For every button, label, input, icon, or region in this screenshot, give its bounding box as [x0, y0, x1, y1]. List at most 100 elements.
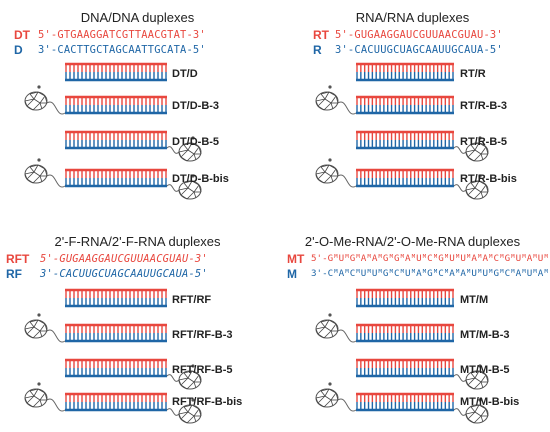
linker-right — [166, 374, 180, 382]
cage-bond — [315, 328, 319, 335]
cage-bond — [478, 370, 487, 376]
cage-bond — [330, 323, 337, 332]
bottom-strand-label: R — [313, 43, 322, 57]
duplex-label: DT/D-B-3 — [172, 100, 220, 112]
cage-bond — [24, 173, 28, 180]
cage-bond — [29, 319, 39, 323]
cage-bond — [44, 168, 48, 177]
carborane-cage-right — [178, 398, 202, 424]
cage-bond — [315, 98, 326, 102]
cage-bond — [183, 182, 189, 189]
cage-bond — [470, 182, 476, 189]
cage-bond — [178, 377, 189, 381]
cage-bond — [187, 187, 195, 193]
cage-atom — [328, 313, 332, 317]
cage-bond — [328, 91, 337, 97]
carborane-cage-left — [315, 85, 339, 111]
duplex-diagrams — [315, 288, 489, 424]
cage-bond — [315, 397, 319, 404]
cage-bond — [26, 402, 34, 408]
cage-bond — [178, 151, 182, 158]
cage-bond — [183, 372, 189, 379]
bottom-strand-sequence: 3'-CACUUGCUAGCAAUUGCAUA-5' — [335, 44, 503, 56]
cage-bond — [186, 153, 195, 162]
duplex-label: RFT/RF — [172, 294, 212, 306]
duplex-label: RFT/RF-B-3 — [172, 329, 233, 341]
cage-bond — [26, 326, 35, 335]
cage-bond — [474, 411, 482, 417]
cage-bond — [324, 171, 332, 177]
duplex-diagrams — [24, 62, 202, 200]
cage-bond — [180, 418, 188, 424]
duplex-1 — [65, 323, 167, 343]
duplex-label: RFT/RF-B-bis — [172, 396, 243, 408]
cage-bond — [178, 187, 189, 191]
cage-bond — [467, 156, 475, 162]
cage-bond — [39, 168, 46, 177]
cage-bond — [33, 395, 41, 401]
cage-bond — [317, 98, 326, 107]
cage-bond — [29, 164, 39, 168]
cage-bond — [317, 178, 325, 184]
duplex-label: MT/M — [460, 294, 489, 306]
cage-bond — [465, 379, 469, 386]
cage-bond — [37, 388, 46, 394]
cage-bond — [324, 326, 332, 332]
cage-bond — [187, 142, 193, 151]
cage-bond — [187, 149, 195, 155]
duplex-3 — [356, 392, 454, 412]
duplex-2 — [65, 358, 167, 378]
cage-bond — [328, 388, 337, 394]
cage-atom — [478, 174, 482, 178]
cage-bond — [33, 319, 39, 328]
cage-bond — [193, 191, 197, 199]
cage-bond — [330, 330, 334, 338]
cage-bond — [180, 411, 189, 420]
cage-bond — [320, 390, 326, 397]
cage-bond — [198, 374, 202, 383]
cage-bond — [180, 149, 189, 158]
duplex-3 — [65, 392, 167, 412]
cage-atom — [191, 136, 195, 140]
cage-bond — [324, 319, 330, 328]
duplex-label: MT/M-B-3 — [460, 329, 510, 341]
cage-bond — [24, 328, 28, 335]
cage-bond — [187, 404, 193, 413]
cage-bond — [193, 374, 200, 383]
carborane-cage-right — [178, 136, 202, 162]
cage-bond — [485, 374, 489, 383]
cage-atom — [478, 398, 482, 402]
cage-bond — [320, 388, 330, 392]
duplex-diagrams — [315, 62, 489, 200]
cage-bond — [473, 191, 482, 200]
carborane-cage-left — [24, 313, 48, 339]
cage-bond — [470, 180, 480, 184]
cage-bond — [33, 91, 39, 100]
cage-bond — [474, 370, 480, 379]
cage-bond — [29, 321, 35, 328]
duplex-label: RT/R-B-3 — [460, 100, 508, 112]
linker-left — [337, 174, 357, 188]
cage-bond — [193, 153, 197, 161]
cage-bond — [26, 105, 34, 111]
carborane-cage-right — [465, 398, 489, 424]
cage-bond — [465, 151, 469, 158]
cage-bond — [317, 402, 325, 408]
cage-bond — [317, 333, 325, 339]
duplex-label: RFT/RF-B-5 — [172, 364, 233, 376]
carborane-cage-right — [465, 174, 489, 200]
cage-bond — [470, 144, 476, 151]
carborane-cage-left — [24, 158, 48, 184]
cage-bond — [198, 146, 202, 155]
cage-bond — [37, 164, 46, 170]
cage-bond — [315, 395, 326, 399]
cage-bond — [467, 418, 475, 424]
cage-bond — [178, 411, 189, 415]
carborane-cage-right — [465, 136, 489, 162]
cage-bond — [320, 166, 326, 173]
duplex-label: DT/D-B-5 — [172, 136, 220, 148]
cage-bond — [33, 388, 39, 397]
carborane-cage-left — [315, 158, 339, 184]
top-strand-sequence: 5'-GTGAAGGATCGTTAACGTAT-3' — [38, 29, 206, 41]
cage-bond — [324, 164, 330, 173]
